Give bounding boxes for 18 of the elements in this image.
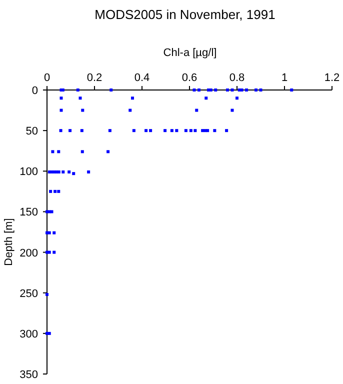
x-tick-label: 0.6	[182, 72, 198, 84]
y-tick-label: 300	[20, 328, 38, 340]
y-tick-label: 50	[26, 126, 38, 138]
x-axis-title: Chl-a [µg/l]	[163, 47, 217, 59]
y-tick-label: 100	[20, 166, 38, 178]
y-tick-label: 350	[20, 369, 38, 381]
x-tick-label: 0.8	[229, 72, 245, 84]
x-tick-label: 0.4	[134, 72, 150, 84]
chart-title: MODS2005 in November, 1991	[94, 7, 276, 22]
x-tick-label: 1	[281, 72, 288, 84]
x-tick-label: 0.2	[86, 72, 102, 84]
y-tick-label: 200	[20, 247, 38, 260]
y-tick-label: 150	[20, 206, 38, 219]
y-axis-title: Depth [m]	[3, 218, 15, 266]
x-tick-label: 0	[44, 72, 50, 84]
x-tick-label: 1.2	[324, 72, 340, 84]
y-tick-label: 0	[32, 85, 38, 97]
y-tick-label: 250	[20, 288, 38, 300]
